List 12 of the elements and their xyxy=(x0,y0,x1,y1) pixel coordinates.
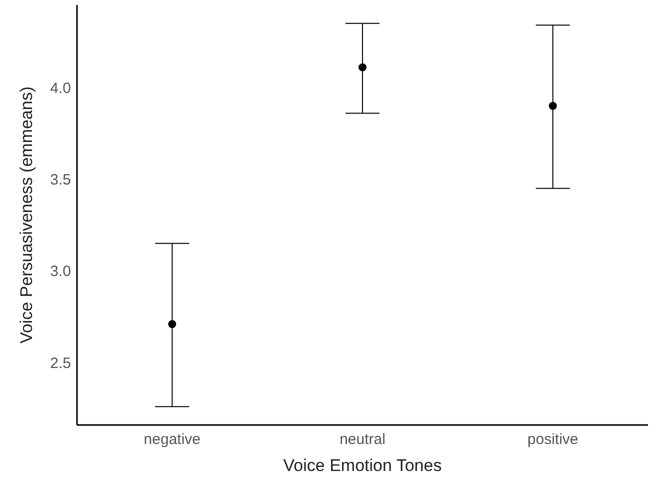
x-tick-label: negative xyxy=(144,431,201,448)
y-axis-title: Voice Persuasiveness (emmeans) xyxy=(17,86,36,344)
y-tick-label: 3.0 xyxy=(50,263,71,280)
point xyxy=(548,102,557,110)
x-tick-label: neutral xyxy=(340,431,386,448)
y-tick-label: 4.0 xyxy=(50,80,71,97)
y-tick-label: 2.5 xyxy=(50,354,71,372)
point xyxy=(168,320,176,328)
point xyxy=(358,63,366,72)
x-tick-label: positive xyxy=(527,431,578,448)
y-tick-label: 3.5 xyxy=(50,171,71,188)
x-axis-title: Voice Emotion Tones xyxy=(283,456,442,475)
